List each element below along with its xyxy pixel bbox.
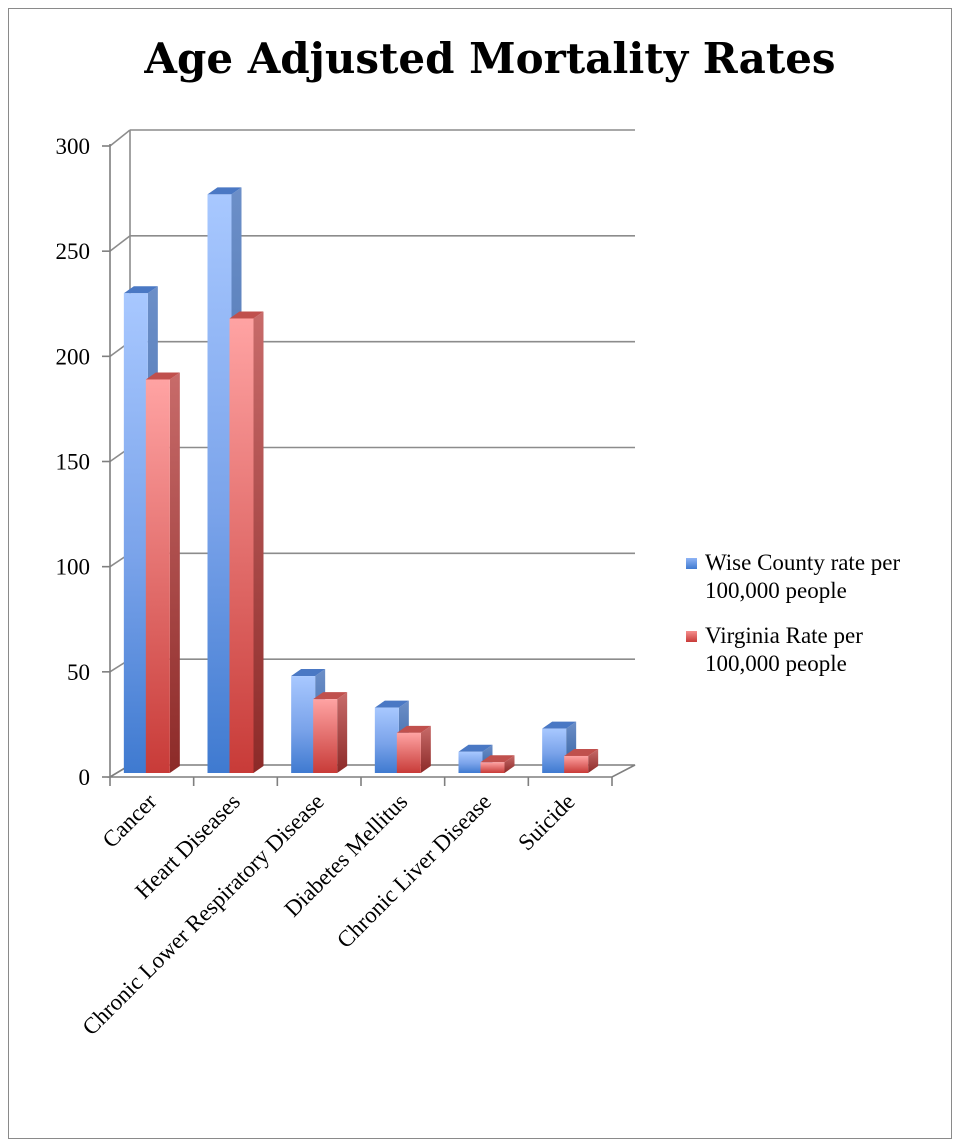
bar-front [207, 194, 232, 774]
bar-virginia [396, 725, 431, 773]
y-tick-label: 150 [56, 450, 91, 475]
bar-front [313, 699, 338, 773]
bar-front [374, 707, 399, 773]
bar-top [458, 744, 493, 752]
legend-swatch [686, 631, 697, 642]
bars [123, 187, 599, 774]
bar-side [253, 311, 264, 773]
bar-front [564, 755, 589, 773]
legend-label: 100,000 people [705, 651, 847, 676]
bar-front [291, 676, 316, 773]
bar-top [229, 311, 264, 319]
legend-item-wise-county: Wise County rate per 100,000 people [686, 550, 900, 603]
bar-front [542, 728, 567, 773]
bar-virginia [229, 311, 264, 773]
bar-side [588, 748, 599, 773]
chart-title: Age Adjusted Mortality Rates [143, 34, 835, 83]
bar-top [542, 721, 577, 729]
y-tick-label: 100 [56, 555, 91, 580]
bar-virginia [145, 372, 180, 773]
bar-virginia [313, 692, 348, 773]
bar-side [337, 692, 348, 773]
y-tick-label: 50 [67, 660, 90, 685]
bar-front [458, 751, 483, 773]
legend-swatch [686, 558, 697, 569]
bar-top [374, 700, 409, 708]
gridline-connector [109, 129, 131, 147]
x-tick-label: Chronic Liver Disease [332, 789, 496, 953]
bar-top [145, 372, 180, 380]
legend-label: Wise County rate per [705, 550, 900, 575]
x-tick-label: Suicide [513, 789, 579, 855]
gridline-connector [109, 235, 131, 252]
y-tick-label: 0 [79, 765, 91, 790]
bar-top [291, 669, 326, 677]
bar-side [504, 755, 515, 773]
x-tick-label: Cancer [98, 789, 162, 853]
bar-front [145, 379, 170, 773]
bar-top [207, 187, 242, 195]
bar-front [396, 732, 421, 773]
legend-label: Virginia Rate per [705, 623, 863, 648]
bar-virginia [480, 755, 515, 773]
bar-top [480, 755, 515, 763]
y-tick-label: 200 [56, 344, 91, 369]
bar-side [169, 372, 180, 773]
bar-front [480, 762, 505, 773]
bar-front [123, 293, 148, 773]
gridlines [109, 129, 635, 778]
bar-top [564, 748, 599, 756]
bar-front [229, 318, 254, 773]
axes [102, 130, 636, 786]
y-tick-labels: 0 50 100 150 200 250 300 [56, 134, 91, 790]
bar-side [420, 725, 431, 773]
y-tick-label: 300 [56, 134, 91, 159]
bar-top [123, 286, 158, 294]
y-tick-label: 250 [56, 239, 91, 264]
bar-top [396, 725, 431, 733]
bar-top [313, 692, 348, 700]
bar-virginia [564, 748, 599, 773]
legend-item-virginia: Virginia Rate per 100,000 people [686, 623, 863, 676]
legend-label: 100,000 people [705, 578, 847, 603]
